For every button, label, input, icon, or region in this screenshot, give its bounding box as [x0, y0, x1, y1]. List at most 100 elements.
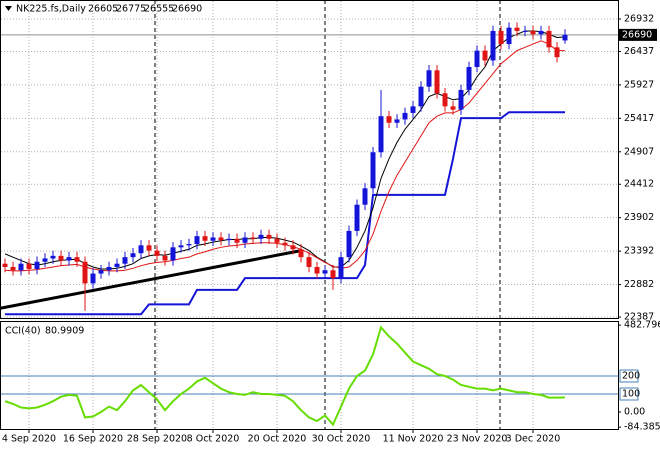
y-tick-label: 0.00 — [624, 407, 645, 418]
candle-body — [298, 249, 304, 258]
candle-body — [306, 257, 312, 267]
candle-body — [18, 263, 24, 271]
candle-body — [562, 34, 568, 41]
candle-body — [314, 266, 320, 274]
x-tick-label: 20 Oct 2020 — [248, 434, 307, 445]
candle-body — [442, 93, 448, 107]
candle-body — [354, 204, 360, 231]
candle-body — [194, 236, 200, 245]
candle-body — [426, 70, 432, 87]
x-tick-label: 30 Oct 2020 — [312, 434, 371, 445]
x-tick-label: 23 Nov 2020 — [447, 434, 508, 445]
candle-body — [210, 237, 216, 241]
candle-body — [234, 238, 240, 243]
symbol-title: NK225.fs,Daily — [16, 4, 86, 15]
candle-body — [386, 116, 392, 123]
x-tick-label: 28 Sep 2020 — [127, 434, 187, 445]
level-label-box — [619, 369, 639, 383]
candle-body — [170, 247, 176, 261]
candle-body — [242, 237, 248, 243]
candle-body — [522, 30, 528, 32]
candle-body — [130, 253, 136, 258]
x-tick-label: 4 Sep 2020 — [2, 434, 56, 445]
y-tick-label: 24412 — [624, 179, 654, 190]
trend-line — [0, 249, 302, 310]
level-label-box — [619, 387, 639, 401]
candle-body — [498, 30, 504, 45]
y-tick-label: 26932 — [624, 14, 654, 25]
last-price-label: 26690 — [622, 29, 652, 40]
x-tick-label: 16 Sep 2020 — [63, 434, 123, 445]
y-tick-label: 22882 — [624, 279, 654, 290]
candle-body — [410, 106, 416, 113]
candle-body — [482, 50, 488, 61]
x-tick-label: 11 Nov 2020 — [383, 434, 444, 445]
last-low: 26555 — [144, 4, 174, 15]
candle-body — [466, 67, 472, 90]
y-tick-label: 22387 — [624, 312, 654, 323]
indicator-line — [5, 111, 565, 316]
candle-body — [346, 230, 352, 258]
cci-line — [4, 325, 566, 427]
x-tick-label: 8 Oct 2020 — [187, 434, 240, 445]
candle-body — [450, 106, 456, 110]
candle-body — [74, 257, 80, 262]
candle-body — [274, 238, 280, 243]
candle-body — [282, 242, 288, 246]
level-label: 100 — [622, 389, 640, 400]
candle-body — [546, 30, 552, 48]
candle-body — [202, 236, 208, 241]
candle-body — [538, 30, 544, 35]
menu-icon[interactable] — [5, 6, 12, 11]
candle-body — [474, 50, 480, 68]
candle-body — [394, 119, 400, 123]
candle-body — [258, 234, 264, 239]
candle-body — [338, 257, 344, 279]
y-tick-label: -84.3857 — [624, 422, 660, 433]
candle-body — [154, 250, 160, 256]
candle-body — [514, 27, 520, 31]
candle-body — [162, 255, 168, 261]
last-close: 26690 — [172, 4, 202, 15]
level-label: 200 — [622, 371, 640, 382]
y-tick-label: 23392 — [624, 246, 654, 257]
candle-body — [378, 116, 384, 153]
candle-body — [506, 27, 512, 45]
candle-body — [402, 112, 408, 120]
candle-body — [42, 258, 48, 262]
price-panel — [0, 0, 619, 319]
candle-body — [218, 237, 224, 241]
candle-body — [226, 238, 232, 241]
candle-body — [418, 86, 424, 107]
candle-body — [90, 273, 96, 284]
candle-body — [26, 263, 32, 269]
candle-body — [66, 257, 72, 261]
candle-body — [2, 263, 8, 267]
y-tick-label: 25417 — [624, 113, 654, 124]
candle-body — [98, 270, 104, 274]
candle-body — [530, 30, 536, 35]
last-high: 26775 — [116, 4, 146, 15]
candle-body — [554, 47, 560, 58]
candle-body — [34, 261, 40, 269]
candle-body — [362, 188, 368, 205]
candle-body — [58, 255, 64, 261]
candle-body — [178, 245, 184, 248]
candle-body — [434, 70, 440, 94]
candle-body — [114, 263, 120, 267]
candle-body — [490, 30, 496, 61]
candle-body — [458, 89, 464, 110]
last-open: 26605 — [88, 4, 118, 15]
y-tick-label: 25927 — [624, 79, 654, 90]
y-tick-label: 24907 — [624, 146, 654, 157]
candle-body — [146, 245, 152, 251]
candle-body — [138, 245, 144, 254]
cci-panel — [0, 321, 619, 430]
y-tick-label: 482.7966 — [624, 320, 660, 331]
candle-body — [122, 257, 128, 264]
period-separators — [154, 0, 501, 430]
candle-body — [322, 270, 328, 274]
candle-body — [50, 255, 56, 259]
candle-body — [186, 244, 192, 246]
candle-body — [10, 266, 16, 271]
